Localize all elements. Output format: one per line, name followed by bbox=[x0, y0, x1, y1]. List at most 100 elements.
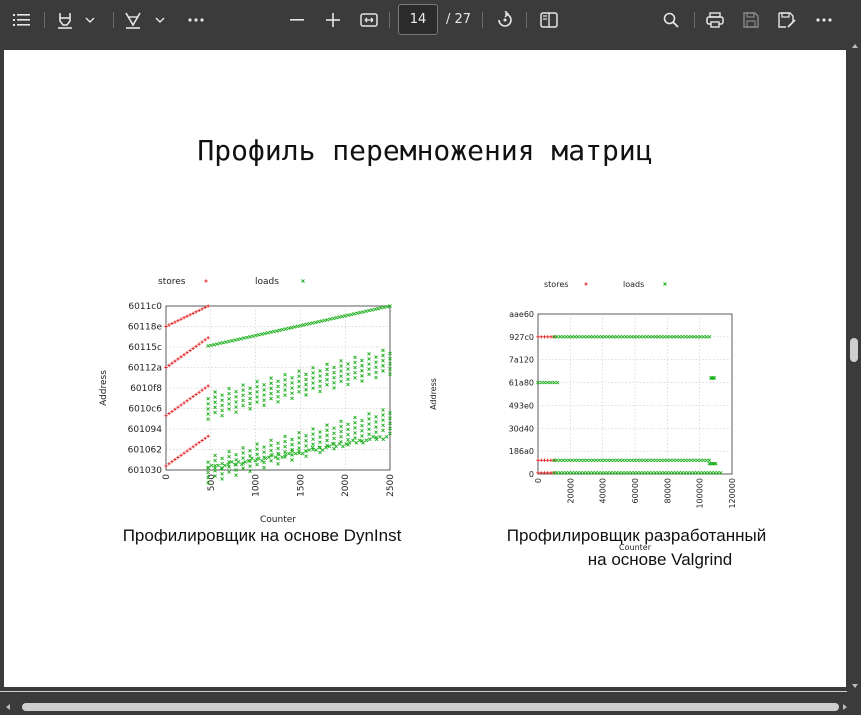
highlight-icon[interactable] bbox=[52, 5, 78, 35]
data-point-loads bbox=[334, 315, 339, 320]
data-point-loads bbox=[234, 473, 238, 477]
vertical-scroll-thumb[interactable] bbox=[850, 338, 858, 362]
data-point-loads bbox=[591, 458, 595, 463]
data-point-loads bbox=[618, 335, 622, 339]
rotate-icon[interactable] bbox=[492, 5, 518, 35]
data-point-loads bbox=[206, 460, 210, 465]
data-point-loads bbox=[388, 421, 392, 426]
scroll-up-arrow-icon[interactable] bbox=[852, 44, 858, 48]
data-point-loads bbox=[304, 322, 309, 327]
more-options-icon[interactable] bbox=[810, 5, 838, 35]
data-point-loads bbox=[255, 452, 259, 457]
data-point-stores bbox=[176, 405, 180, 409]
data-point-loads bbox=[213, 410, 217, 415]
page-number-input[interactable]: 14 bbox=[398, 4, 438, 35]
data-point-loads bbox=[297, 430, 301, 435]
toolbar-separator bbox=[44, 12, 45, 28]
save-icon[interactable] bbox=[738, 5, 764, 35]
data-point-loads bbox=[295, 324, 300, 329]
data-point-stores bbox=[200, 307, 204, 311]
data-point-loads bbox=[213, 474, 217, 478]
data-point-loads bbox=[242, 336, 246, 340]
data-point-loads bbox=[353, 375, 357, 380]
data-point-loads bbox=[241, 466, 245, 471]
data-point-loads bbox=[376, 306, 380, 311]
data-point-loads bbox=[593, 471, 598, 475]
data-point-loads bbox=[591, 471, 595, 475]
two-page-icon[interactable] bbox=[536, 5, 562, 35]
y-tick-label: 601062 bbox=[128, 446, 162, 456]
data-point-loads bbox=[603, 458, 607, 463]
y-tick-label: 6010f8 bbox=[130, 384, 162, 394]
data-point-stores bbox=[185, 314, 189, 318]
scroll-right-arrow-icon[interactable] bbox=[843, 704, 847, 710]
legend-label-loads: loads bbox=[623, 280, 644, 289]
data-point-loads bbox=[374, 360, 378, 364]
data-point-loads bbox=[317, 445, 322, 450]
print-icon[interactable] bbox=[702, 5, 728, 35]
data-point-loads bbox=[346, 427, 350, 432]
data-point-loads bbox=[234, 452, 238, 457]
data-point-stores bbox=[173, 320, 177, 324]
data-point-loads bbox=[353, 431, 357, 435]
data-point-loads bbox=[221, 340, 225, 345]
data-point-loads bbox=[608, 471, 613, 475]
data-point-loads bbox=[280, 327, 285, 332]
data-point-loads bbox=[271, 329, 276, 334]
data-point-loads bbox=[582, 458, 586, 463]
data-point-stores bbox=[182, 353, 186, 357]
data-point-loads bbox=[381, 423, 385, 428]
chevron-down-icon[interactable] bbox=[150, 5, 170, 35]
y-tick-label: 0 bbox=[529, 470, 534, 479]
data-point-loads bbox=[683, 471, 687, 475]
data-point-loads bbox=[644, 471, 649, 475]
data-point-loads bbox=[656, 458, 661, 463]
data-point-loads bbox=[588, 458, 592, 463]
horizontal-scrollbar[interactable] bbox=[0, 698, 861, 715]
data-point-loads bbox=[227, 454, 231, 459]
data-point-loads bbox=[255, 400, 259, 404]
data-point-loads bbox=[360, 439, 364, 443]
data-point-loads bbox=[209, 463, 214, 468]
vertical-scrollbar[interactable] bbox=[847, 40, 861, 690]
data-point-stores bbox=[182, 316, 186, 320]
data-point-loads bbox=[230, 338, 234, 343]
data-point-loads bbox=[686, 471, 690, 475]
more-icon[interactable] bbox=[182, 5, 210, 35]
data-point-loads bbox=[236, 337, 240, 342]
data-point-loads bbox=[381, 358, 385, 363]
save-as-icon[interactable] bbox=[774, 5, 800, 35]
zoom-out-icon[interactable] bbox=[284, 5, 310, 35]
chevron-down-icon[interactable] bbox=[80, 5, 100, 35]
data-point-loads bbox=[711, 376, 716, 380]
data-point-loads bbox=[260, 458, 264, 463]
data-point-loads bbox=[276, 384, 280, 389]
data-point-loads bbox=[695, 471, 699, 475]
data-point-loads bbox=[585, 458, 589, 463]
draw-icon[interactable] bbox=[120, 5, 146, 35]
data-point-loads bbox=[234, 395, 238, 399]
data-point-loads bbox=[206, 475, 210, 480]
contents-icon[interactable] bbox=[8, 5, 36, 35]
data-point-loads bbox=[248, 449, 252, 453]
document-viewport[interactable]: Профиль перемножения матриц 601030 601062… bbox=[0, 40, 861, 715]
data-point-loads bbox=[297, 435, 301, 440]
data-point-loads bbox=[332, 380, 336, 385]
data-point-stores bbox=[194, 443, 198, 447]
scroll-left-arrow-icon[interactable] bbox=[6, 704, 10, 710]
y-tick-label: 601094 bbox=[128, 425, 163, 435]
data-point-stores bbox=[191, 346, 195, 350]
fit-width-icon[interactable] bbox=[356, 5, 382, 35]
search-icon[interactable] bbox=[658, 5, 684, 35]
data-point-loads bbox=[330, 442, 335, 446]
zoom-in-icon[interactable] bbox=[320, 5, 346, 35]
data-point-loads bbox=[367, 308, 371, 313]
horizontal-scroll-thumb[interactable] bbox=[22, 703, 839, 711]
data-point-loads bbox=[290, 396, 294, 401]
data-point-loads bbox=[707, 458, 712, 463]
data-point-stores bbox=[179, 453, 183, 457]
scroll-down-arrow-icon[interactable] bbox=[852, 684, 858, 688]
data-point-loads bbox=[229, 460, 234, 464]
data-point-loads bbox=[353, 415, 357, 420]
data-point-loads bbox=[253, 458, 258, 463]
